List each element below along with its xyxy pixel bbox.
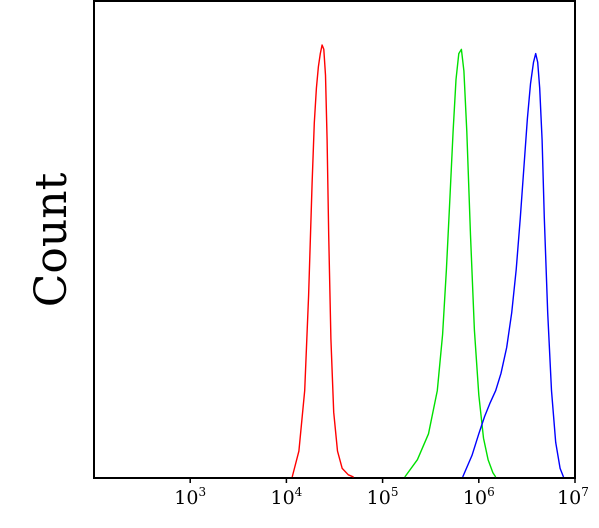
x-tick-label: 105 — [367, 485, 399, 509]
x-ticks: 103 104 105 106 107 — [174, 477, 589, 509]
x-tick-label: 106 — [463, 485, 495, 509]
histogram-series-3 — [462, 52, 565, 478]
histogram-series-2 — [404, 48, 497, 478]
x-tick-label: 104 — [270, 485, 302, 509]
y-axis-label: Count — [26, 172, 77, 307]
series-lines — [291, 44, 565, 478]
x-tick-label: 103 — [174, 485, 206, 509]
plot-frame — [93, 0, 576, 479]
histogram-series-1 — [291, 44, 354, 478]
x-tick-label: 107 — [557, 485, 589, 509]
